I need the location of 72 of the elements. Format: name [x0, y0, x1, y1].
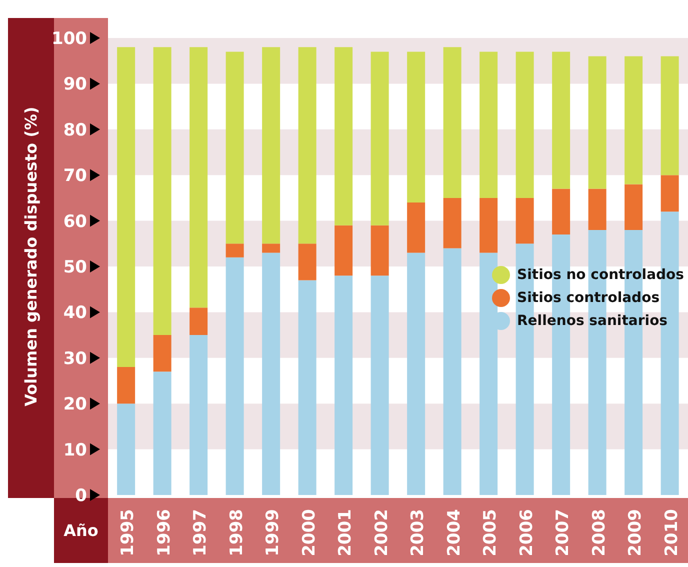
bar: [298, 280, 316, 495]
x-tick-label: 2010: [662, 508, 682, 556]
bar: [262, 47, 280, 244]
x-tick-label: 1995: [118, 509, 138, 556]
bar: [370, 276, 389, 495]
x-tick-label: 2004: [444, 508, 464, 556]
x-tick-label: 2000: [299, 508, 320, 556]
bar: [298, 47, 316, 244]
bar: [660, 175, 679, 212]
bar: [153, 335, 172, 372]
bar: [443, 198, 462, 248]
bar: [516, 198, 534, 244]
legend-label: Sitios controlados: [517, 290, 660, 306]
y-tick-label: 70: [63, 166, 88, 186]
x-tick-label: 2008: [589, 509, 610, 556]
bar: [443, 47, 462, 198]
bar: [190, 335, 208, 495]
bar: [190, 308, 208, 336]
legend-label: Sitios no controlados: [517, 267, 684, 283]
x-tick-label: 2005: [480, 509, 501, 556]
bar: [660, 56, 679, 176]
bar: [226, 52, 244, 244]
x-tick-label: 2006: [516, 509, 537, 556]
bar: [588, 56, 606, 189]
bar: [334, 225, 353, 276]
y-tick-label: 40: [63, 303, 88, 324]
bar: [262, 244, 280, 253]
bar: [298, 244, 316, 280]
bar: [480, 52, 498, 198]
bar: [153, 372, 172, 495]
bar: [480, 198, 498, 253]
x-tick-label: 1996: [154, 509, 174, 556]
y-tick-label: 30: [63, 348, 88, 369]
bar: [624, 56, 643, 184]
bar: [443, 248, 462, 495]
x-tick-label: 1998: [226, 509, 247, 556]
bar: [262, 252, 280, 495]
bar: [117, 367, 136, 404]
x-tick-label: 2009: [626, 509, 646, 556]
x-tick-label: 1999: [263, 509, 284, 556]
x-tick-label: 2001: [336, 509, 356, 556]
y-tick-label: 10: [63, 440, 88, 460]
bar: [370, 225, 389, 276]
bar: [588, 188, 606, 230]
bar: [407, 202, 426, 253]
y-tick-label: 60: [63, 212, 88, 232]
y-tick-label: 50: [63, 258, 88, 278]
y-tick-label: 20: [63, 394, 88, 415]
x-tick-label: 2002: [372, 509, 392, 556]
y-axis-title: Volumen generado dispuesto (%): [22, 106, 40, 406]
x-tick-label: 2003: [408, 509, 428, 556]
bar: [552, 52, 570, 189]
x-tick-label: 2007: [553, 509, 574, 556]
bar: [624, 184, 643, 230]
bar: [190, 47, 208, 308]
bar: [226, 244, 244, 258]
x-tick-label: 1997: [190, 509, 211, 556]
x-axis-title: Año: [64, 521, 98, 540]
y-tick-label: 80: [63, 120, 88, 140]
bar: [153, 47, 172, 336]
bar: [117, 404, 136, 495]
bar: [334, 276, 353, 495]
bar: [516, 52, 534, 198]
bar: [407, 52, 426, 203]
bar: [117, 47, 136, 368]
bar: [334, 47, 353, 226]
legend-label: Rellenos sanitarios: [517, 313, 668, 329]
bar: [226, 257, 244, 495]
bar: [552, 188, 570, 235]
y-tick-label: 90: [63, 74, 88, 95]
bar: [370, 52, 389, 226]
bar: [407, 252, 426, 495]
